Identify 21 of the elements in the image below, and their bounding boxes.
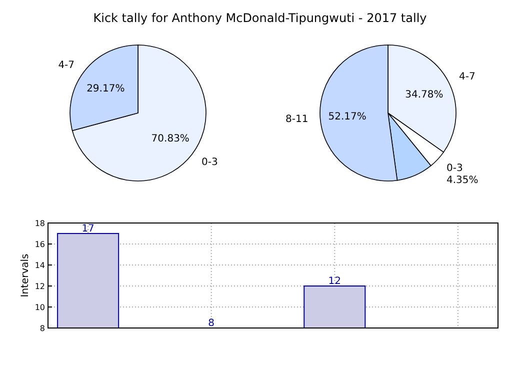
- y-tick-label: 8: [40, 324, 45, 333]
- slice-label: 0-3: [446, 163, 463, 174]
- data-label: 17: [82, 224, 94, 234]
- data-label: 8: [208, 318, 215, 329]
- y-tick-label: 18: [34, 218, 45, 228]
- data-label: 29.17%: [86, 84, 125, 95]
- data-label: 4.35%: [446, 175, 478, 186]
- slice-label: 4-7: [58, 60, 75, 71]
- data-label: 52.17%: [328, 111, 366, 122]
- slice-label: 0-3: [201, 157, 218, 168]
- data-label: 70.83%: [151, 133, 190, 144]
- slice-label: 8-11: [285, 114, 308, 125]
- y-tick-label: 12: [34, 282, 45, 291]
- data-label: 34.78%: [405, 90, 444, 101]
- data-label: 12: [328, 276, 342, 287]
- text: Kick tally for Anthony McDonald-Tipungwuti - 2017 tally: [93, 11, 427, 25]
- slice-label: 4-7: [459, 72, 476, 83]
- y-tick-label: 16: [34, 240, 45, 249]
- y-axis-title: Intervals: [20, 254, 31, 298]
- y-tick-label: 10: [34, 302, 45, 312]
- y-tick-label: 14: [34, 260, 45, 270]
